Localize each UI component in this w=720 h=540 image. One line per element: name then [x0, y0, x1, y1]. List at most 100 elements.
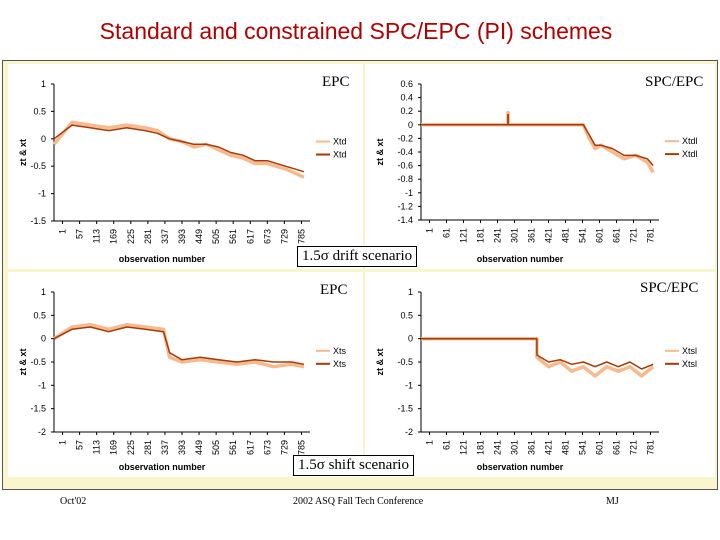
- x-tick-label: 505: [211, 229, 221, 244]
- legend-label: Xtsl: [682, 346, 697, 356]
- x-tick-label: 541: [578, 228, 588, 243]
- y-tick-label: -0.6: [397, 161, 413, 171]
- x-tick-label: 181: [476, 440, 486, 455]
- series-line-light: [421, 336, 655, 378]
- chart-shift-epc: 1 0.5 0 -0.5 -1 -1.5 -2 1 57 113 169 225 281 337 393 44…: [8, 272, 363, 477]
- x-tick-label: 361: [527, 228, 537, 243]
- series-line-light: [53, 322, 305, 369]
- chart-shift-spcepc-svg: 1 0.5 0 -0.5 -1 -1.5 -2 1 61 121 181 241 301 361 421 48…: [365, 272, 715, 477]
- x-tick-label: 481: [561, 440, 571, 455]
- series-line-light: [52, 120, 305, 179]
- x-tick-label: 481: [561, 228, 571, 243]
- legend-label: Xtdl: [682, 149, 698, 159]
- x-tick-label: 781: [646, 228, 656, 243]
- y-tick-label: 0.5: [33, 310, 46, 320]
- x-tick-label: 729: [279, 440, 289, 455]
- x-tick-label: 1: [58, 229, 68, 234]
- x-tick-label: 169: [109, 440, 119, 455]
- x-tick-label: 721: [629, 440, 639, 455]
- y-tick-label: 0: [41, 334, 46, 344]
- x-tick-label: 541: [578, 440, 588, 455]
- chart-drift-epc-title: EPC: [322, 74, 350, 90]
- chart-drift-epc-svg: 1 0.5 0 -0.5 -1 -1.5 1 57 113 169 225 281 337 393 449 5…: [8, 64, 363, 269]
- x-tick-label: 781: [646, 440, 656, 455]
- shift-scenario-label: 1.5σ shift scenario: [293, 455, 414, 476]
- y-tick-label: -2: [38, 427, 46, 437]
- y-tick-label: 0.2: [400, 106, 413, 116]
- chart-shift-epc-title: EPC: [320, 282, 348, 298]
- x-tick-label: 301: [510, 228, 520, 243]
- x-tick-label: 785: [296, 440, 306, 455]
- x-tick-label: 241: [493, 440, 503, 455]
- y-axis-label: zt & xt: [18, 348, 28, 375]
- y-tick-label: -1.2: [397, 201, 413, 211]
- x-tick-label: 281: [143, 440, 153, 455]
- x-tick-label: 181: [476, 228, 486, 243]
- x-tick-label: 421: [544, 228, 554, 243]
- footer-author: MJ: [606, 496, 619, 507]
- x-tick-label: 393: [177, 440, 187, 455]
- x-tick-label: 1: [58, 440, 68, 445]
- x-tick-label: 225: [126, 440, 136, 455]
- y-tick-label: -2: [405, 427, 413, 437]
- x-axis-label: observation number: [477, 254, 564, 264]
- y-tick-label: 0.6: [400, 79, 413, 89]
- x-axis-label: observation number: [477, 462, 564, 472]
- legend-label: Xts: [333, 346, 347, 356]
- x-tick-label: 561: [228, 229, 238, 244]
- x-tick-label: 673: [262, 229, 272, 244]
- y-tick-label: -0.4: [397, 147, 413, 157]
- y-tick-label: 1: [41, 287, 46, 297]
- x-tick-label: 61: [442, 440, 452, 450]
- y-axis-label: zt & xt: [375, 138, 385, 165]
- footer-date: Oct'02: [60, 496, 87, 507]
- y-tick-label: 0: [408, 120, 413, 130]
- drift-scenario-label: 1.5σ drift scenario: [297, 246, 418, 267]
- x-tick-label: 61: [442, 228, 452, 238]
- x-tick-label: 721: [629, 228, 639, 243]
- chart-background: [365, 272, 715, 477]
- x-tick-label: 729: [279, 229, 289, 244]
- x-tick-label: 421: [544, 440, 554, 455]
- chart-drift-spcepc-svg: 0.6 0.4 0.2 0 -0.2 -0.4 -0.6 -0.8 -1 -1.2 -1.4 1 61 1…: [365, 64, 715, 269]
- y-tick-label: -1.5: [30, 216, 46, 226]
- y-tick-label: -0.5: [30, 161, 46, 171]
- x-tick-label: 113: [92, 229, 102, 243]
- y-tick-label: 1: [41, 79, 46, 89]
- legend-label: Xtdl: [682, 136, 698, 146]
- x-tick-label: 617: [245, 229, 255, 244]
- x-tick-label: 449: [194, 440, 204, 455]
- y-tick-label: -0.5: [30, 357, 46, 367]
- chart-shift-epc-svg: 1 0.5 0 -0.5 -1 -1.5 -2 1 57 113 169 225 281 337 393 44…: [8, 272, 363, 477]
- y-tick-label: -1: [405, 380, 413, 390]
- y-tick-label: 0.4: [400, 93, 413, 103]
- y-tick-label: -1.4: [397, 215, 413, 225]
- x-tick-label: 281: [143, 229, 153, 244]
- x-tick-label: 561: [228, 440, 238, 455]
- x-tick-label: 1: [425, 228, 435, 233]
- x-axis-label: observation number: [119, 462, 206, 472]
- y-axis-label: zt & xt: [18, 139, 28, 166]
- x-tick-label: 673: [262, 440, 272, 455]
- chart-drift-spcepc: 0.6 0.4 0.2 0 -0.2 -0.4 -0.6 -0.8 -1 -1.2 -1.4 1 61 1…: [365, 64, 715, 269]
- x-tick-label: 661: [612, 228, 622, 243]
- x-tick-label: 505: [211, 440, 221, 455]
- x-tick-label: 337: [160, 229, 170, 244]
- x-tick-label: 169: [109, 229, 119, 244]
- x-tick-label: 661: [612, 440, 622, 455]
- y-axis-label: zt & xt: [375, 348, 385, 375]
- x-tick-label: 1: [425, 440, 435, 445]
- x-tick-label: 241: [493, 228, 503, 243]
- y-tick-label: 0.5: [400, 310, 413, 320]
- legend-label: Xtd: [333, 150, 347, 160]
- x-tick-label: 617: [245, 440, 255, 455]
- x-tick-label: 361: [527, 440, 537, 455]
- y-tick-label: -0.2: [397, 133, 413, 143]
- legend-label: Xtsl: [682, 359, 697, 369]
- y-tick-label: -0.5: [397, 357, 413, 367]
- legend-label: Xts: [333, 359, 347, 369]
- chart-shift-spcepc-title: SPC/EPC: [640, 280, 699, 296]
- x-tick-label: 393: [177, 229, 187, 244]
- y-tick-label: 0: [41, 134, 46, 144]
- x-tick-label: 337: [160, 440, 170, 455]
